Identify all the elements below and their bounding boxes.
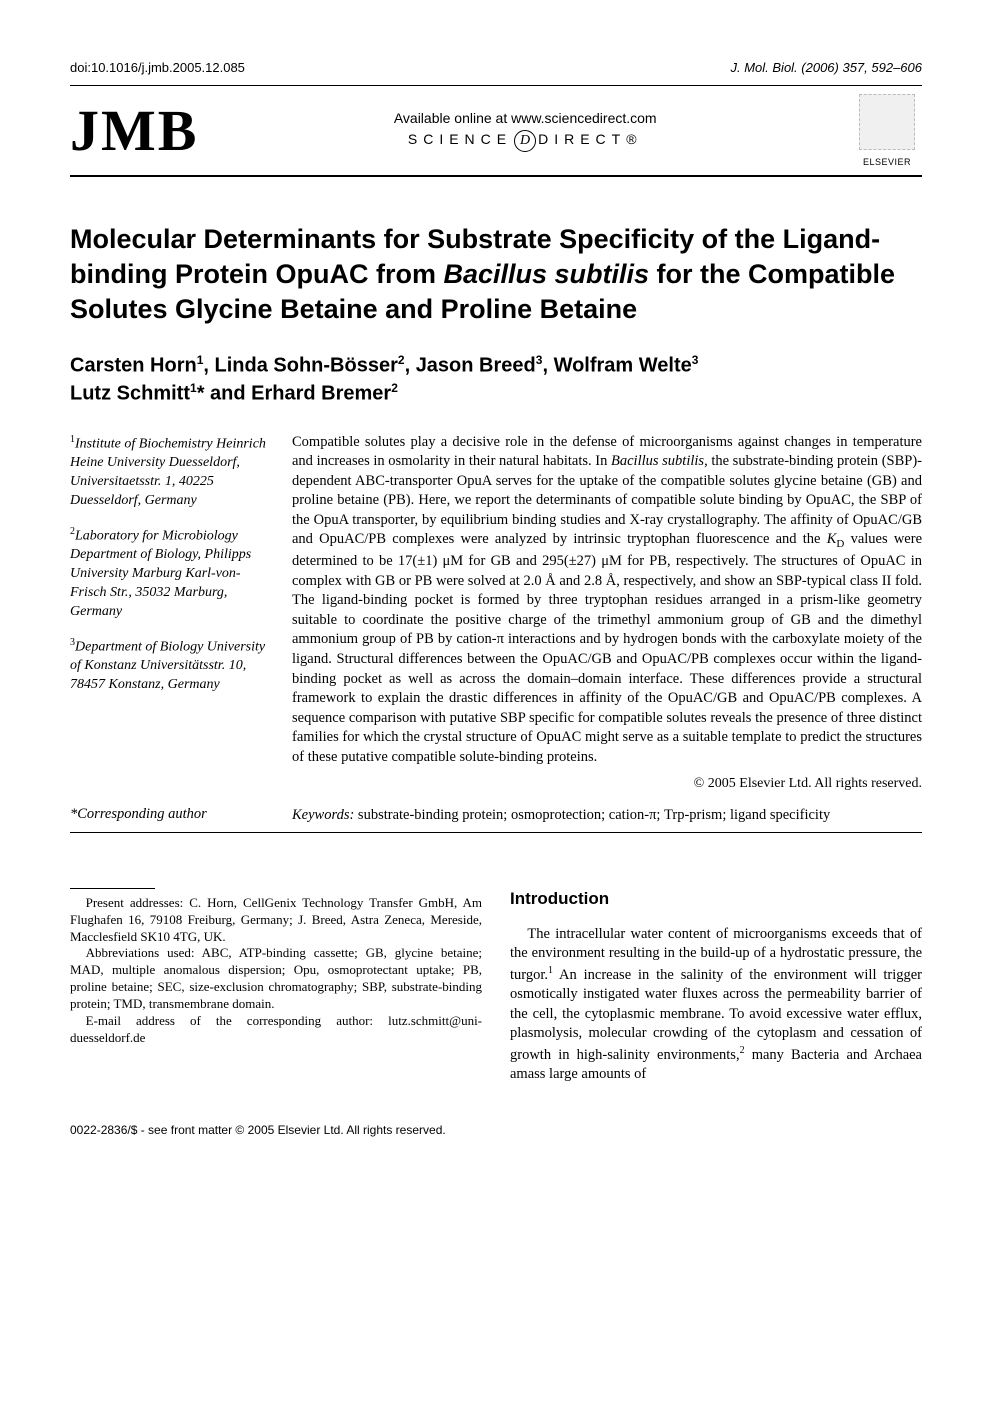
footer-front-matter: 0022-2836/$ - see front matter © 2005 El…: [70, 1123, 922, 1137]
author-2-sup: 2: [398, 353, 405, 367]
left-body-column: Present addresses: C. Horn, CellGenix Te…: [70, 888, 482, 1085]
author-4-sup: 3: [692, 353, 699, 367]
author-2: Linda Sohn-Bösser: [215, 355, 398, 377]
science-direct-right: DIRECT®: [538, 131, 642, 147]
author-1: Carsten Horn: [70, 355, 197, 377]
footnote-present-addresses: Present addresses: C. Horn, CellGenix Te…: [70, 895, 482, 946]
author-4: Wolfram Welte: [554, 355, 692, 377]
footnote-rule: [70, 888, 155, 889]
abs-p1c: values were determined to be 17(±1) μM f…: [292, 531, 922, 764]
science-direct-logo: SCIENCEdDIRECT®: [218, 130, 832, 152]
elsevier-tree-icon: [859, 94, 915, 150]
available-online-text: Available online at www.sciencedirect.co…: [218, 110, 832, 126]
introduction-heading: Introduction: [510, 888, 922, 911]
copyright-line: © 2005 Elsevier Ltd. All rights reserved…: [292, 775, 922, 794]
abstract-text: Compatible solutes play a decisive role …: [292, 433, 922, 768]
jmb-logo: JMB: [70, 97, 198, 164]
author-list: Carsten Horn1, Linda Sohn-Bösser2, Jason…: [70, 352, 922, 407]
affiliations-column: 1Institute of Biochemistry Heinrich Hein…: [70, 433, 270, 795]
abs-Kd-K: K: [827, 531, 837, 547]
author-3: Jason Breed: [416, 355, 536, 377]
author-6-sup: 2: [391, 381, 398, 395]
elsevier-logo: ELSEVIER: [852, 94, 922, 167]
abs-species: Bacillus subtilis: [611, 453, 704, 469]
abstract-column: Compatible solutes play a decisive role …: [292, 433, 922, 795]
footnote-email-label: E-mail address of the corresponding auth…: [86, 1013, 373, 1028]
affiliation-1: 1Institute of Biochemistry Heinrich Hein…: [70, 433, 270, 511]
article-title: Molecular Determinants for Substrate Spe…: [70, 222, 922, 327]
footnote-email: E-mail address of the corresponding auth…: [70, 1013, 482, 1047]
corresponding-author-note: *Corresponding author: [70, 806, 270, 826]
elsevier-text: ELSEVIER: [852, 157, 922, 167]
author-5: Lutz Schmitt: [70, 383, 190, 405]
keywords-text: substrate-binding protein; osmoprotectio…: [354, 807, 830, 823]
authors-and: and: [204, 383, 251, 405]
affiliation-3-text: Department of Biology University of Kons…: [70, 640, 265, 693]
affiliation-3: 3Department of Biology University of Kon…: [70, 636, 270, 695]
header-rule-bottom: [70, 175, 922, 177]
science-direct-d-icon: d: [514, 130, 536, 152]
science-direct-left: SCIENCE: [408, 131, 512, 147]
keywords-label: Keywords:: [292, 807, 354, 823]
abstract-bottom-rule: [70, 832, 922, 833]
right-body-column: Introduction The intracellular water con…: [510, 888, 922, 1085]
affiliation-1-text: Institute of Biochemistry Heinrich Heine…: [70, 436, 266, 508]
title-species: Bacillus subtilis: [443, 259, 649, 289]
keywords-row: *Corresponding author Keywords: substrat…: [70, 806, 922, 826]
affiliation-2: 2Laboratory for Microbiology Department …: [70, 525, 270, 622]
intro-paragraph: The intracellular water content of micro…: [510, 925, 922, 1085]
footnote-abbreviations: Abbreviations used: ABC, ATP-binding cas…: [70, 945, 482, 1013]
author-5-sup: 1: [190, 381, 197, 395]
footnotes-block: Present addresses: C. Horn, CellGenix Te…: [70, 895, 482, 1047]
available-online-block: Available online at www.sciencedirect.co…: [198, 110, 852, 152]
doi-text: doi:10.1016/j.jmb.2005.12.085: [70, 60, 245, 75]
author-3-sup: 3: [536, 353, 543, 367]
header-banner: JMB Available online at www.sciencedirec…: [70, 94, 922, 175]
affiliation-2-text: Laboratory for Microbiology Department o…: [70, 528, 251, 619]
journal-reference: J. Mol. Biol. (2006) 357, 592–606: [730, 60, 922, 75]
author-6: Erhard Bremer: [251, 383, 391, 405]
body-columns: Present addresses: C. Horn, CellGenix Te…: [70, 888, 922, 1085]
affil-abstract-row: 1Institute of Biochemistry Heinrich Hein…: [70, 433, 922, 795]
author-1-sup: 1: [197, 353, 204, 367]
keywords-block: Keywords: substrate-binding protein; osm…: [292, 806, 922, 826]
header-rule-top: [70, 85, 922, 86]
